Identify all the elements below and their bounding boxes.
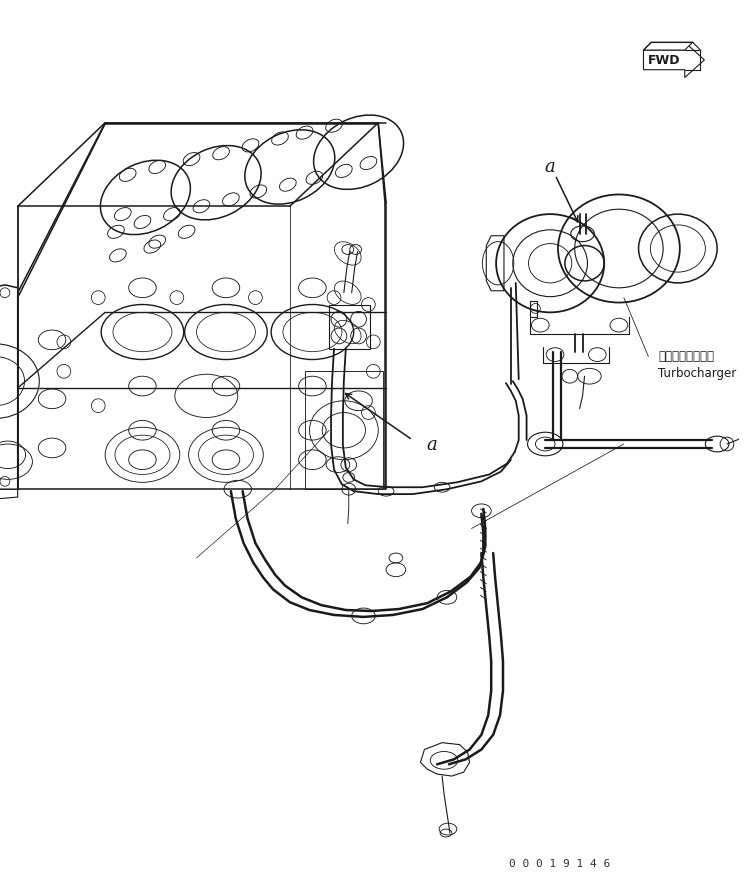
Text: ターボチャージャ: ターボチャージャ — [658, 350, 714, 363]
Polygon shape — [644, 42, 705, 77]
Bar — [329, 305, 371, 348]
Polygon shape — [644, 42, 693, 50]
Text: 0 0 0 1 9 1 4 6: 0 0 0 1 9 1 4 6 — [509, 860, 611, 869]
Text: a: a — [544, 158, 556, 176]
Text: FWD: FWD — [648, 54, 681, 68]
Text: Turbocharger: Turbocharger — [658, 367, 736, 380]
Text: a: a — [427, 436, 438, 454]
